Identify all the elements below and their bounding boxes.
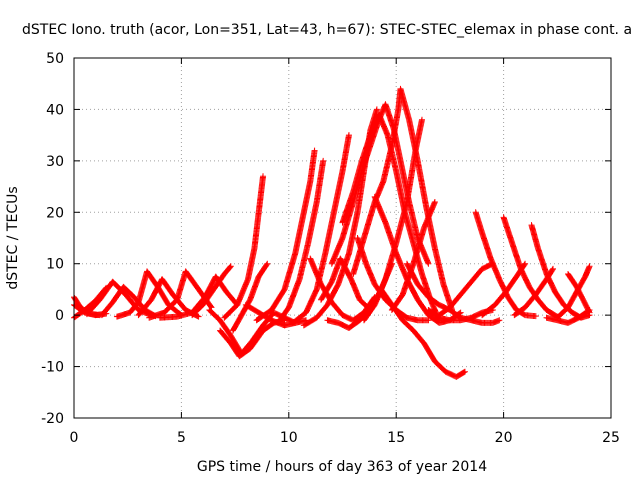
x-tick-label: 10 [280, 430, 298, 446]
data-point [311, 147, 318, 154]
y-tick-label: 0 [55, 308, 64, 324]
data-point [207, 303, 214, 310]
data-series-37 [528, 222, 593, 321]
x-tick-label: 0 [70, 430, 79, 446]
y-tick-label: 40 [46, 102, 64, 118]
data-point [195, 313, 202, 320]
data-series-9 [189, 263, 234, 319]
data-point [263, 261, 270, 268]
x-tick-label: 25 [602, 430, 620, 446]
data-point [260, 173, 267, 180]
data-point [194, 313, 201, 320]
x-tick-label: 20 [495, 430, 513, 446]
y-tick-label: 10 [46, 257, 64, 273]
data-series [71, 85, 593, 380]
data-point [227, 263, 234, 270]
data-point [345, 132, 352, 139]
data-point [320, 157, 327, 164]
data-series-7 [146, 268, 215, 321]
y-axis-label: dSTEC / TECUs [5, 186, 21, 289]
data-point [373, 106, 380, 113]
y-tick-label: 20 [46, 205, 64, 221]
axis-ticks: 0 5 10 15 20 25 -20 -10 0 10 20 30 40 50 [41, 51, 620, 446]
x-axis-label: GPS time / hours of day 363 of year 2014 [197, 459, 487, 475]
data-point [264, 260, 271, 267]
data-point [425, 260, 432, 267]
data-series-15 [253, 147, 318, 324]
y-tick-label: -10 [41, 360, 64, 376]
x-tick-label: 5 [177, 430, 186, 446]
y-tick-label: 50 [46, 51, 64, 67]
y-tick-label: 30 [46, 154, 64, 170]
data-point [227, 264, 234, 271]
data-series-5 [113, 268, 185, 320]
data-series-12 [221, 173, 267, 321]
chart-title: dSTEC Iono. truth (acor, Lon=351, Lat=43… [22, 22, 632, 38]
data-series-16 [275, 157, 327, 326]
x-tick-label: 15 [387, 430, 405, 446]
data-series-20 [318, 255, 374, 313]
y-tick-label: -20 [41, 411, 64, 427]
